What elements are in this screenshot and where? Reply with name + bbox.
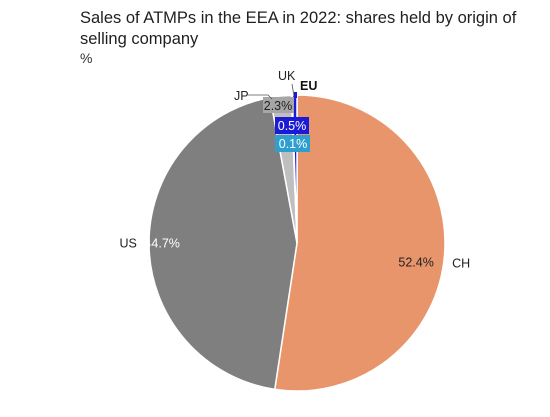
data-label-ch-value: 52.4% <box>398 256 433 270</box>
chart-title: Sales of ATMPs in the EEA in 2022: share… <box>80 9 517 48</box>
data-label-us-value: 44.7% <box>144 237 179 251</box>
pie-slice-ch <box>273 94 446 392</box>
data-label-box-jp <box>263 97 294 113</box>
category-label-us: US <box>119 237 136 251</box>
data-label-box-eu <box>275 117 309 134</box>
leader-line-uk <box>291 83 295 97</box>
category-label-uk: UK <box>278 69 296 83</box>
leader-line-jp <box>248 94 273 100</box>
data-label-jp-value: 2.3% <box>264 99 293 113</box>
category-label-eu: EU <box>300 79 317 93</box>
data-label-box-uk <box>275 135 310 152</box>
unit-label: % <box>80 50 93 66</box>
data-label-eu-value: 0.5% <box>278 119 307 133</box>
category-label-jp: JP <box>234 89 249 103</box>
eu-marker <box>294 92 297 98</box>
data-label-uk-value: 0.1% <box>279 137 308 151</box>
category-label-ch: CH <box>452 257 470 271</box>
pie-slice-us <box>148 96 298 391</box>
